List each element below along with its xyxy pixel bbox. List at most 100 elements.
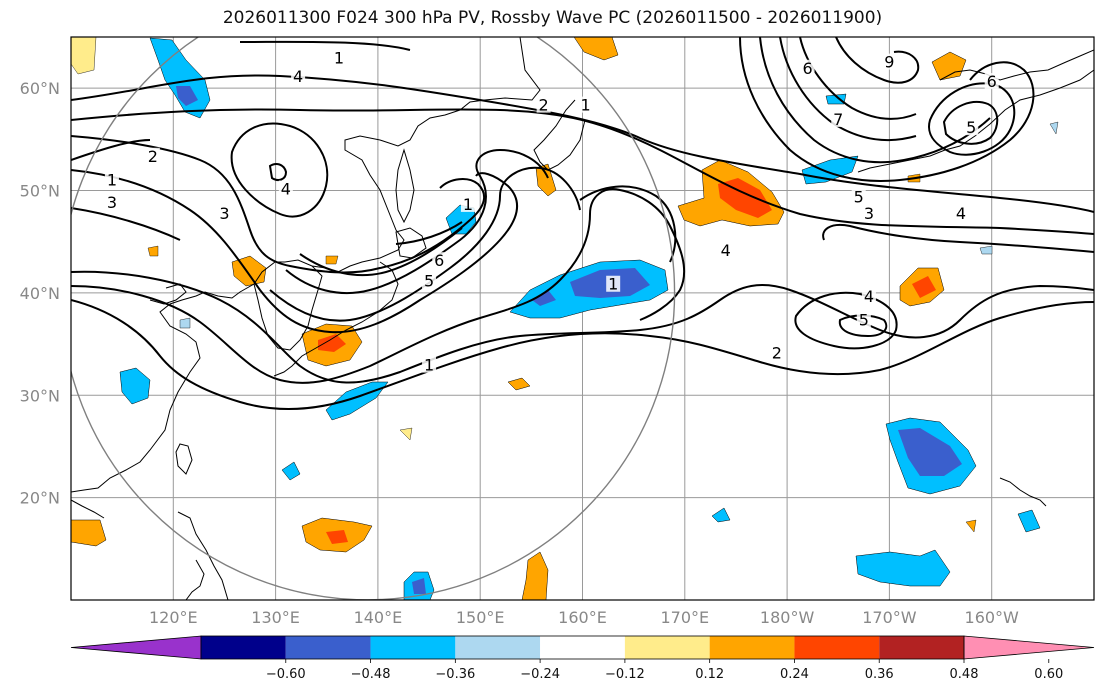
contour-label-bg: [422, 272, 437, 289]
contour-label: 5: [424, 272, 434, 291]
contour-label-bg: [104, 171, 119, 188]
coast-asia-mainland: [71, 37, 541, 493]
pos-blob-small-5: [399, 427, 413, 441]
colorbar-segment: [455, 636, 541, 659]
lat-tick-label: 60°N: [20, 79, 60, 98]
neg-blob-tiny-3: [179, 317, 191, 329]
pv-contour-bering-trough-1: [739, 37, 1035, 182]
pv-contour-trough-inner: [579, 185, 677, 263]
pv-contours: [71, 37, 1094, 411]
contour-label-bg: [578, 96, 593, 113]
pos-blob-kuril: [535, 163, 557, 197]
map-frame: [70, 36, 1095, 601]
pv-contour-1-jet-south: [71, 299, 1094, 411]
colorbar-tick-label: −0.60: [266, 667, 306, 682]
pv-contour-2-jet-mid: [71, 188, 686, 384]
neg-blob-tiny-2: [1049, 121, 1059, 135]
contour-label-bg: [104, 193, 119, 210]
contour-label-bg: [145, 147, 160, 164]
pos-blob-luzon: [71, 519, 107, 547]
colorbar-tick-labels: −0.60 −0.48 −0.36 −0.24 −0.12 0.12 0.24 0.36 0.4…: [266, 667, 1063, 682]
lon-tick-label: 160°E: [558, 608, 607, 627]
contour-label: 5: [966, 118, 976, 137]
pv-contour-6-east: [928, 82, 1016, 156]
pv-contour-bering-9: [835, 37, 920, 84]
contour-label-bg: [856, 311, 871, 328]
pos-blob-small-4: [965, 519, 977, 533]
lon-tick-label: 170°E: [660, 608, 709, 627]
pv-contour-4-north: [71, 74, 1094, 213]
contour-label-bg: [217, 205, 232, 222]
coastlines: [71, 37, 1094, 600]
contour-label: 1: [107, 170, 117, 189]
contour-label: 1: [580, 96, 590, 115]
pv-contour-5-ridge: [822, 224, 1094, 253]
colorbar-extend-max: [963, 635, 1095, 660]
colorbar-tick-label: −0.48: [351, 667, 391, 682]
colorbar-tick-label: 0.36: [865, 667, 894, 682]
neg-blob-pacific-center-core2: [532, 290, 556, 306]
contour-label: 6: [802, 59, 812, 78]
lon-tick-label: 170°W: [862, 608, 917, 627]
contour-label: 6: [434, 251, 444, 270]
contour-label-bg: [718, 241, 733, 258]
colorbar-segment: [370, 636, 456, 659]
contour-label-bg: [460, 195, 475, 212]
colorbar-tick-label: −0.36: [435, 667, 475, 682]
contour-label-bg: [278, 180, 293, 197]
pv-contour-5-east: [942, 101, 999, 145]
coast-sakhalin: [395, 148, 415, 224]
contour-label-bg: [432, 252, 447, 269]
contour-label: 4: [864, 287, 874, 306]
contour-label: 4: [281, 180, 291, 199]
pv-contour-4-jet: [285, 148, 549, 294]
colorbar-tick-label: 0.60: [1034, 667, 1063, 682]
pv-contour-1-main: [71, 169, 519, 334]
colorbar: [70, 635, 1095, 663]
pv-contour-4-low-east: [794, 291, 898, 350]
pos-blob-east-core: [912, 276, 936, 298]
colorbar-tick-label: 0.12: [695, 667, 724, 682]
pv-contour-main-jet-1: [71, 270, 1094, 384]
lon-tick-label: 180°W: [760, 608, 815, 627]
pc-anomaly-shading: [71, 37, 1059, 600]
colorbar-segment: [285, 636, 371, 659]
coast-alaska-west: [939, 49, 1094, 81]
contour-label: 4: [956, 204, 966, 223]
contour-label-bg: [536, 96, 551, 113]
contour-label: 4: [721, 241, 731, 260]
lat-tick-label: 40°N: [20, 284, 60, 303]
longitude-labels: 120°E 130°E 140°E 150°E 160°E 170°E 180°W 170°W…: [149, 608, 1019, 627]
contour-label-bg: [882, 53, 897, 70]
colorbar-outline: [200, 635, 965, 660]
lat-tick-label: 50°N: [20, 182, 60, 201]
pv-contour-2-west: [71, 139, 151, 161]
contour-label-bg: [984, 73, 999, 90]
latitude-labels: 30°N 40°N 50°N 60°N 20°N: [20, 79, 60, 507]
colorbar-segment: [540, 636, 625, 659]
coast-japan-hokkaido: [395, 227, 427, 259]
pos-blob-south-center: [521, 551, 549, 600]
contour-label: 4: [293, 67, 303, 86]
contour-label: 1: [463, 195, 473, 214]
contour-label: 3: [219, 204, 229, 223]
pv-contour-4-low: [268, 163, 288, 181]
pv-contour-5-jet: [299, 227, 463, 277]
pos-blob-small-6: [325, 255, 339, 265]
contour-label: 5: [859, 311, 869, 330]
colorbar-tick-label: −0.24: [520, 667, 560, 682]
pv-contour-bering-trough-2: [759, 37, 991, 164]
contour-label: 3: [864, 204, 874, 223]
contour-label-bg: [769, 344, 784, 361]
contour-label-bg: [851, 188, 866, 205]
pv-contour-2-upper: [71, 108, 1094, 235]
colorbar-tick-label: 0.48: [950, 667, 979, 682]
contour-label-bg: [332, 49, 347, 66]
lon-tick-label: 140°E: [354, 608, 403, 627]
contour-label: 9: [884, 53, 894, 72]
coast-philippines: [177, 511, 229, 600]
coast-taiwan: [175, 443, 193, 475]
contour-label-bg: [422, 356, 437, 373]
